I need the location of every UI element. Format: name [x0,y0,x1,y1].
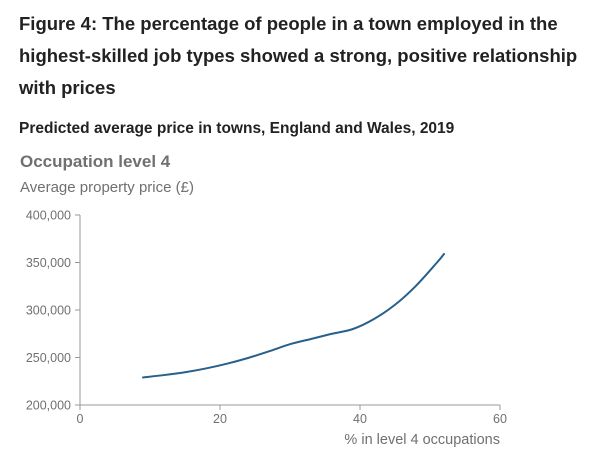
series-line [142,252,445,379]
panel-title: Occupation level 4 [20,152,171,171]
figure-subtitle: Predicted average price in towns, Englan… [19,120,455,137]
x-tick-label: 0 [77,412,84,426]
y-tick-label: 250,000 [26,351,71,365]
x-tick-label: 40 [353,412,367,426]
y-tick-label: 200,000 [26,399,71,413]
y-axis: 200,000 250,000 300,000 350,000 400,000 [26,209,81,413]
series-layer [142,252,445,379]
x-tick-label: 20 [213,412,227,426]
x-axis: 0 20 40 60 [77,404,507,426]
y-axis-label: Average property price (£) [20,179,194,196]
x-tick-label: 60 [493,412,507,426]
x-axis-label: % in level 4 occupations [344,432,500,448]
figure-title: Figure 4: The percentage of people in a … [19,13,578,98]
y-tick-label: 300,000 [26,304,71,318]
y-tick-label: 400,000 [26,209,71,223]
y-tick-label: 350,000 [26,256,71,270]
